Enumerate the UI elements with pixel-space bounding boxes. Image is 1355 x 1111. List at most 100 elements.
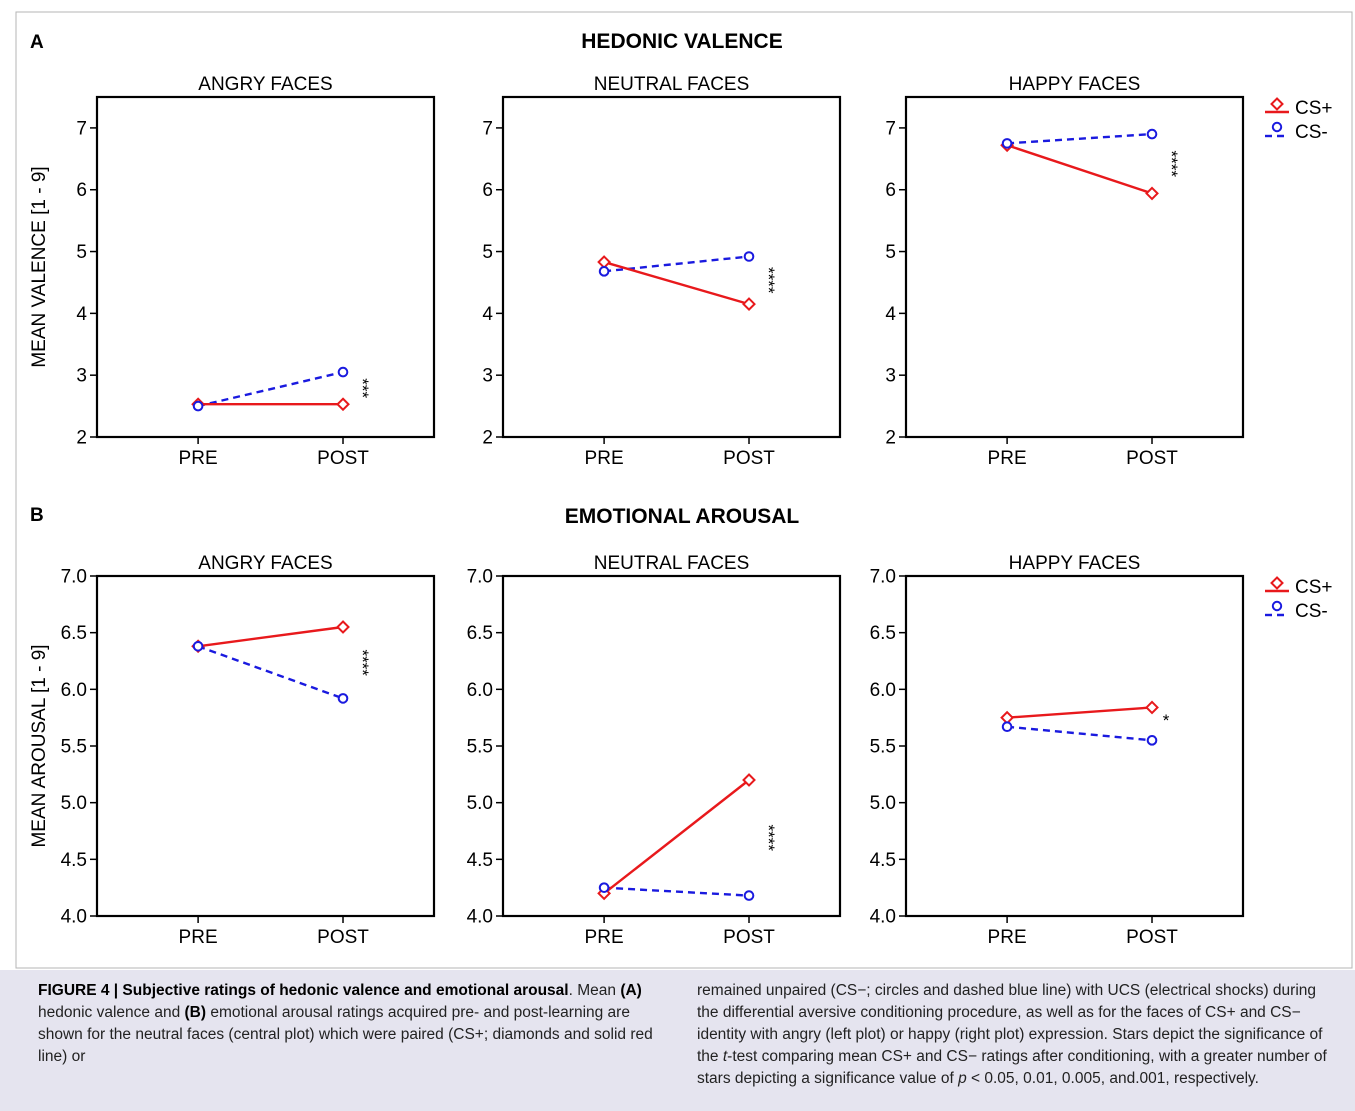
significance-stars: **** <box>759 825 778 852</box>
y-tick-label: 4 <box>482 304 493 325</box>
subplots: ANGRY FACES 2 3 4 5 6 7 PRE POST MEAN VALENCE [1 … <box>29 74 1333 948</box>
figure-frame <box>15 11 1353 969</box>
y-tick-label: 5.5 <box>870 737 896 758</box>
subplot-2: NEUTRAL FACES 2 3 4 5 6 7 PRE POST **** <box>482 74 842 469</box>
y-tick-label: 6.5 <box>870 623 896 644</box>
legend-cs-minus-marker <box>1271 600 1283 612</box>
cs-minus-point <box>1146 735 1158 746</box>
caption-part: p <box>958 1070 967 1087</box>
y-tick-label: 7.0 <box>870 567 896 588</box>
cs-minus-point <box>598 266 610 277</box>
cs-plus-point <box>742 773 756 787</box>
cs-plus-line <box>603 260 750 306</box>
y-tick-label: 5.0 <box>870 793 896 814</box>
panel-letter-b: B <box>30 505 44 526</box>
caption-part: < 0.05, 0.01, 0.005, and.001, respective… <box>966 1070 1259 1087</box>
y-tick-label: 4 <box>76 304 87 325</box>
cs-minus-point <box>1001 721 1013 733</box>
x-tick-label: PRE <box>179 448 218 469</box>
cs-minus-point <box>192 400 204 412</box>
y-tick-label: 4.0 <box>870 907 896 928</box>
significance-stars: *** <box>353 378 372 398</box>
subplot-5: NEUTRAL FACES 4.0 4.5 5.0 5.5 6.0 6.5 7.0 PRE POS… <box>467 553 842 948</box>
caption-part: (A) <box>620 982 642 999</box>
caption-part: . Mean <box>568 982 621 999</box>
plot-frame <box>904 95 1245 439</box>
y-tick-label: 5 <box>885 242 896 263</box>
subplot-title: NEUTRAL FACES <box>594 74 750 95</box>
y-tick-label: 5.5 <box>467 737 493 758</box>
cs-minus-point <box>598 882 610 893</box>
legend-cs-plus-marker <box>1270 97 1284 111</box>
y-tick-label: 7 <box>482 118 493 139</box>
cs-minus-point <box>743 890 755 901</box>
panel-title-b: EMOTIONAL AROUSAL <box>565 505 800 528</box>
y-tick-label: 4.5 <box>870 850 896 871</box>
legend-cs-plus-marker <box>1270 576 1284 590</box>
y-tick-label: 6 <box>885 180 896 201</box>
x-tick-label: PRE <box>585 448 624 469</box>
plot-frame <box>501 574 842 918</box>
cs-plus-point <box>1145 186 1159 201</box>
caption-part: remained unpaired (CS−; circles and dash… <box>697 982 1323 1065</box>
y-tick-label: 3 <box>885 366 896 387</box>
cs-minus-point <box>192 640 204 652</box>
y-tick-label: 5.0 <box>467 793 493 814</box>
cs-minus-point <box>337 693 349 704</box>
x-tick-label: POST <box>723 927 775 948</box>
legend-cs-plus-label: CS+ <box>1295 98 1333 119</box>
subplot-title: HAPPY FACES <box>1009 553 1141 574</box>
x-tick-label: PRE <box>988 448 1027 469</box>
cs-minus-point <box>337 366 349 378</box>
y-axis-label: MEAN AROUSAL [1 - 9] <box>29 644 50 847</box>
y-tick-label: 4.5 <box>61 850 87 871</box>
caption-part: emotional arousal ratings acquired pre- … <box>38 1004 653 1065</box>
caption-part: -test comparing mean CS+ and CS− ratings… <box>697 1048 1327 1087</box>
cs-plus-point <box>336 397 350 412</box>
y-tick-label: 6 <box>482 180 493 201</box>
caption-part: hedonic valence and <box>38 1004 185 1021</box>
plot-frame <box>904 574 1245 918</box>
subplot-title: HAPPY FACES <box>1009 74 1141 95</box>
cs-plus-point <box>336 620 350 634</box>
significance-stars: **** <box>353 649 372 676</box>
subplot-4: ANGRY FACES 4.0 4.5 5.0 5.5 6.0 6.5 7.0 PRE POST M… <box>29 553 436 948</box>
cs-minus-line <box>1007 132 1153 145</box>
y-tick-label: 3 <box>482 366 493 387</box>
plot-frame <box>501 95 842 439</box>
panel-title-a: HEDONIC VALENCE <box>581 30 782 53</box>
y-tick-label: 2 <box>885 428 896 449</box>
plot-frame <box>95 574 436 918</box>
y-tick-label: 2 <box>76 428 87 449</box>
y-tick-label: 5 <box>482 242 493 263</box>
subplot-title: NEUTRAL FACES <box>594 553 750 574</box>
cs-minus-line <box>197 645 344 700</box>
y-tick-label: 6 <box>76 180 87 201</box>
x-tick-label: POST <box>317 448 369 469</box>
cs-plus-line <box>603 779 750 895</box>
significance-stars: **** <box>1162 151 1181 178</box>
legend-cs-minus-label: CS- <box>1295 122 1328 143</box>
y-tick-label: 7 <box>76 118 87 139</box>
y-tick-label: 7.0 <box>61 567 87 588</box>
cs-plus-point <box>742 297 756 312</box>
x-tick-label: PRE <box>988 927 1027 948</box>
cs-minus-point <box>1146 128 1158 140</box>
y-tick-label: 7.0 <box>467 567 493 588</box>
y-tick-label: 7 <box>885 118 896 139</box>
cs-plus-point <box>597 255 612 269</box>
subplot-1: ANGRY FACES 2 3 4 5 6 7 PRE POST MEAN VALENCE [1 … <box>29 74 436 469</box>
x-tick-label: POST <box>1126 448 1178 469</box>
cs-plus-point <box>1145 700 1159 715</box>
significance-stars: * <box>1163 711 1170 730</box>
y-tick-label: 6.0 <box>61 680 87 701</box>
y-tick-label: 4.0 <box>61 907 87 928</box>
cs-minus-line <box>604 886 750 897</box>
cs-plus-line <box>1006 144 1153 195</box>
x-tick-label: POST <box>1126 927 1178 948</box>
subplot-6: HAPPY FACES 4.0 4.5 5.0 5.5 6.0 6.5 7.0 PRE POST *… <box>870 553 1333 948</box>
x-tick-label: PRE <box>179 927 218 948</box>
caption-text-continued: remained unpaired (CS−; circles and dash… <box>697 980 1337 1090</box>
legend-cs-minus-marker <box>1271 121 1283 133</box>
y-tick-label: 6.5 <box>61 623 87 644</box>
